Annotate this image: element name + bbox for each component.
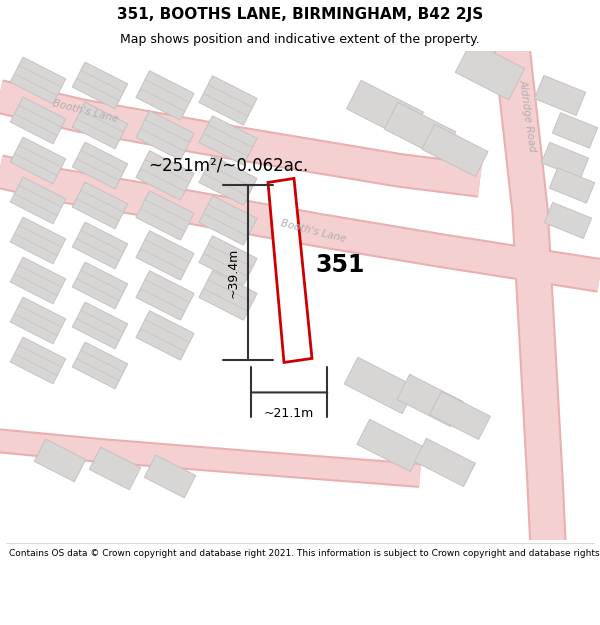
- Polygon shape: [199, 236, 257, 285]
- Polygon shape: [72, 142, 128, 189]
- Polygon shape: [10, 297, 66, 344]
- Polygon shape: [199, 116, 257, 165]
- Text: ~251m²/~0.062ac.: ~251m²/~0.062ac.: [148, 156, 308, 174]
- Text: 351: 351: [315, 253, 364, 278]
- Polygon shape: [72, 302, 128, 349]
- Text: Booth's Lane: Booth's Lane: [52, 99, 119, 124]
- Polygon shape: [10, 137, 66, 184]
- Polygon shape: [553, 112, 598, 148]
- Polygon shape: [10, 257, 66, 304]
- Polygon shape: [72, 182, 128, 229]
- Text: ~21.1m: ~21.1m: [264, 408, 314, 421]
- Polygon shape: [541, 142, 589, 179]
- Polygon shape: [455, 41, 524, 99]
- Polygon shape: [72, 222, 128, 269]
- Polygon shape: [430, 391, 490, 439]
- Polygon shape: [10, 57, 66, 104]
- Polygon shape: [415, 438, 475, 486]
- Polygon shape: [268, 178, 312, 362]
- Polygon shape: [422, 124, 488, 176]
- Polygon shape: [72, 62, 128, 109]
- Text: Contains OS data © Crown copyright and database right 2021. This information is : Contains OS data © Crown copyright and d…: [9, 549, 600, 558]
- Polygon shape: [136, 71, 194, 120]
- Polygon shape: [72, 342, 128, 389]
- Polygon shape: [136, 111, 194, 160]
- Polygon shape: [10, 177, 66, 224]
- Text: ~39.4m: ~39.4m: [227, 248, 240, 298]
- Polygon shape: [199, 196, 257, 245]
- Polygon shape: [544, 202, 592, 239]
- Polygon shape: [535, 76, 586, 116]
- Polygon shape: [199, 271, 257, 320]
- Polygon shape: [72, 262, 128, 309]
- Polygon shape: [136, 151, 194, 200]
- Polygon shape: [199, 76, 257, 125]
- Polygon shape: [136, 231, 194, 280]
- Text: Map shows position and indicative extent of the property.: Map shows position and indicative extent…: [120, 34, 480, 46]
- Polygon shape: [72, 102, 128, 149]
- Polygon shape: [397, 374, 463, 426]
- Polygon shape: [550, 168, 595, 203]
- Text: 351, BOOTHS LANE, BIRMINGHAM, B42 2JS: 351, BOOTHS LANE, BIRMINGHAM, B42 2JS: [117, 7, 483, 22]
- Polygon shape: [136, 191, 194, 240]
- Polygon shape: [199, 156, 257, 205]
- Polygon shape: [357, 419, 423, 471]
- Polygon shape: [10, 337, 66, 384]
- Polygon shape: [344, 357, 416, 414]
- Polygon shape: [10, 97, 66, 144]
- Polygon shape: [384, 102, 456, 159]
- Text: Aldridge Road: Aldridge Road: [518, 79, 538, 152]
- Polygon shape: [144, 455, 196, 498]
- Polygon shape: [89, 447, 141, 490]
- Text: Booth's Lane: Booth's Lane: [280, 219, 347, 244]
- Polygon shape: [136, 271, 194, 320]
- Polygon shape: [136, 311, 194, 360]
- Polygon shape: [34, 439, 86, 482]
- Polygon shape: [10, 217, 66, 264]
- Polygon shape: [347, 80, 424, 141]
